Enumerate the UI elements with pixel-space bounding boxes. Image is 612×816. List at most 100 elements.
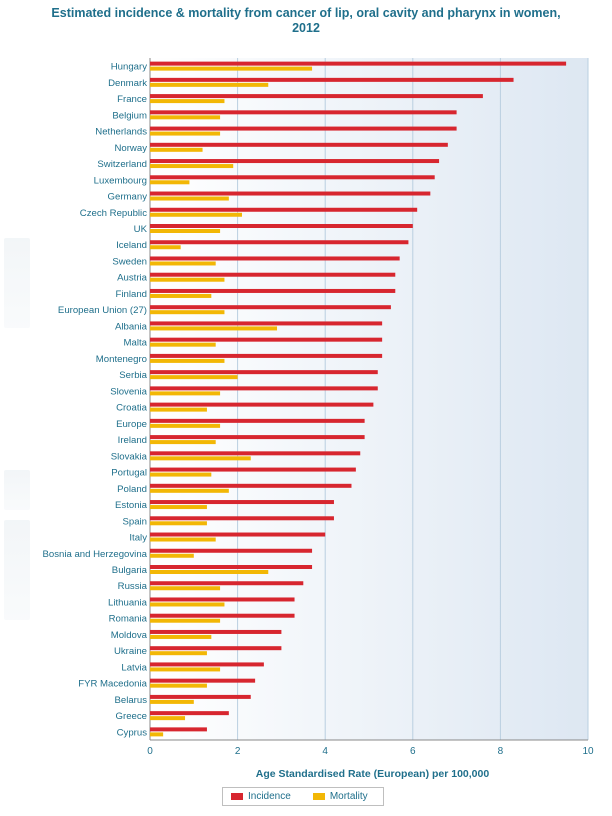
bar-mortality <box>150 537 216 542</box>
bar-mortality <box>150 180 190 185</box>
x-tick-label: 8 <box>498 746 504 757</box>
category-label: Sweden <box>112 256 147 267</box>
legend-label-incidence: Incidence <box>248 791 291 802</box>
category-label: Czech Republic <box>80 208 147 219</box>
category-label: Austria <box>117 273 148 284</box>
category-label: Bulgaria <box>112 565 148 576</box>
bar-incidence <box>150 646 282 651</box>
bar-mortality <box>150 488 229 493</box>
category-label: Germany <box>108 192 148 203</box>
bar-mortality <box>150 732 164 737</box>
x-axis-label: Age Standardised Rate (European) per 100… <box>255 768 490 780</box>
bar-incidence <box>150 483 352 488</box>
bar-mortality <box>150 358 225 363</box>
bar-mortality <box>150 326 278 331</box>
chart-title-line-1: Estimated incidence & mortality from can… <box>51 6 561 20</box>
category-label: Hungary <box>111 62 147 73</box>
bar-incidence <box>150 548 313 553</box>
bar-mortality <box>150 131 221 136</box>
bar-mortality <box>150 310 225 315</box>
bar-mortality <box>150 716 186 721</box>
watermark-emblem <box>4 470 30 510</box>
category-label: Moldova <box>111 630 148 641</box>
x-tick-label: 2 <box>235 746 241 757</box>
bar-incidence <box>150 337 383 342</box>
x-tick-label: 0 <box>147 746 153 757</box>
legend-swatch-mortality <box>312 793 325 800</box>
legend-item-mortality: Mortality <box>312 791 368 802</box>
bar-incidence <box>150 224 413 228</box>
bar-mortality <box>150 456 251 461</box>
bar-incidence <box>150 272 396 277</box>
bar-mortality <box>150 342 216 347</box>
bar-incidence <box>150 126 457 131</box>
bar-mortality <box>150 293 212 298</box>
bar-incidence <box>150 110 457 115</box>
category-label: Russia <box>118 581 148 592</box>
category-label: Lithuania <box>108 597 148 608</box>
bar-mortality <box>150 245 181 250</box>
category-label: Italy <box>129 533 147 544</box>
bar-incidence <box>150 159 440 164</box>
bar-mortality <box>150 602 225 607</box>
bar-incidence <box>150 451 361 456</box>
legend: Incidence Mortality <box>222 787 384 806</box>
category-label: Bosnia and Herzegovina <box>42 549 147 560</box>
bar-incidence <box>150 711 229 716</box>
category-label: Ireland <box>118 435 147 446</box>
category-label: Greece <box>116 711 147 722</box>
bar-incidence <box>150 77 514 82</box>
category-label: Montenegro <box>96 354 147 365</box>
legend-label-mortality: Mortality <box>329 791 368 802</box>
plot-area <box>150 58 588 740</box>
category-label: Ukraine <box>114 646 147 657</box>
bar-incidence <box>150 435 365 440</box>
bar-mortality <box>150 82 269 87</box>
bar-incidence <box>150 61 567 66</box>
bar-incidence <box>150 353 383 358</box>
bar-mortality <box>150 699 194 704</box>
bar-mortality <box>150 407 207 412</box>
bar-incidence <box>150 142 448 147</box>
bar-incidence <box>150 191 431 196</box>
bar-mortality <box>150 634 212 639</box>
category-label: Iceland <box>116 240 147 251</box>
category-label: Slovenia <box>110 386 147 397</box>
chart-title: Estimated incidence & mortality from can… <box>0 6 612 36</box>
category-label: Denmark <box>108 78 147 89</box>
bar-mortality <box>150 683 207 688</box>
bar-mortality <box>150 66 313 71</box>
category-label: UK <box>134 224 148 235</box>
bar-incidence <box>150 597 295 602</box>
category-label: Portugal <box>111 468 147 479</box>
bar-incidence <box>150 500 334 505</box>
bar-incidence <box>150 402 374 407</box>
category-label: Serbia <box>119 370 147 381</box>
bar-incidence <box>150 175 435 180</box>
bar-incidence <box>150 727 207 732</box>
bar-incidence <box>150 694 251 699</box>
bar-mortality <box>150 570 269 574</box>
legend-item-incidence: Incidence <box>231 791 291 802</box>
bar-mortality <box>150 164 234 169</box>
category-label: Netherlands <box>95 127 147 138</box>
category-label: Poland <box>117 484 147 495</box>
watermark-logo-lower <box>4 520 30 620</box>
bar-incidence <box>150 256 400 261</box>
bar-mortality <box>150 505 207 510</box>
bar-mortality <box>150 99 225 104</box>
category-label: Belarus <box>114 695 147 706</box>
bar-mortality <box>150 375 238 380</box>
bar-incidence <box>150 94 483 99</box>
bar-incidence <box>150 386 378 391</box>
bar-incidence <box>150 613 295 618</box>
bar-incidence <box>150 565 313 569</box>
bar-incidence <box>150 678 256 683</box>
bar-incidence <box>150 207 418 212</box>
bar-mortality <box>150 651 207 656</box>
bar-mortality <box>150 212 242 217</box>
bar-incidence <box>150 581 304 586</box>
category-label: Spain <box>122 516 147 527</box>
category-label: FYR Macedonia <box>78 679 147 690</box>
bar-mortality <box>150 586 221 591</box>
